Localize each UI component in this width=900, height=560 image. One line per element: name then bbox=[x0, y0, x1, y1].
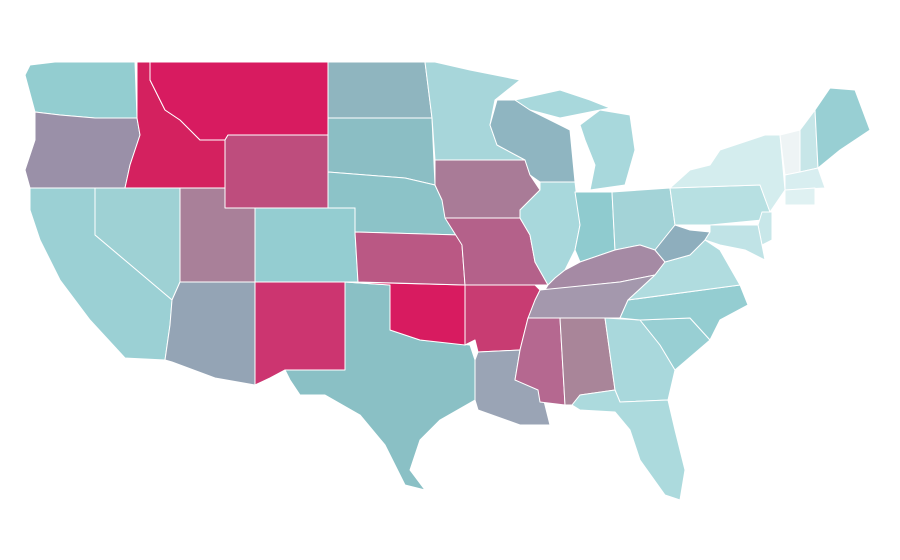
state bbox=[814, 87, 871, 169]
state bbox=[354, 231, 466, 286]
state bbox=[327, 61, 433, 119]
state bbox=[619, 284, 749, 341]
state bbox=[29, 187, 173, 361]
state bbox=[784, 167, 826, 191]
state bbox=[514, 89, 636, 191]
state bbox=[574, 191, 616, 263]
state bbox=[24, 111, 141, 189]
state bbox=[24, 61, 138, 119]
state bbox=[704, 224, 766, 261]
state bbox=[669, 134, 786, 213]
states bbox=[24, 61, 871, 501]
state bbox=[571, 389, 686, 501]
state bbox=[669, 184, 771, 226]
state bbox=[757, 211, 773, 246]
state bbox=[224, 134, 329, 209]
state bbox=[784, 187, 816, 206]
state bbox=[164, 281, 256, 386]
state bbox=[254, 207, 359, 283]
